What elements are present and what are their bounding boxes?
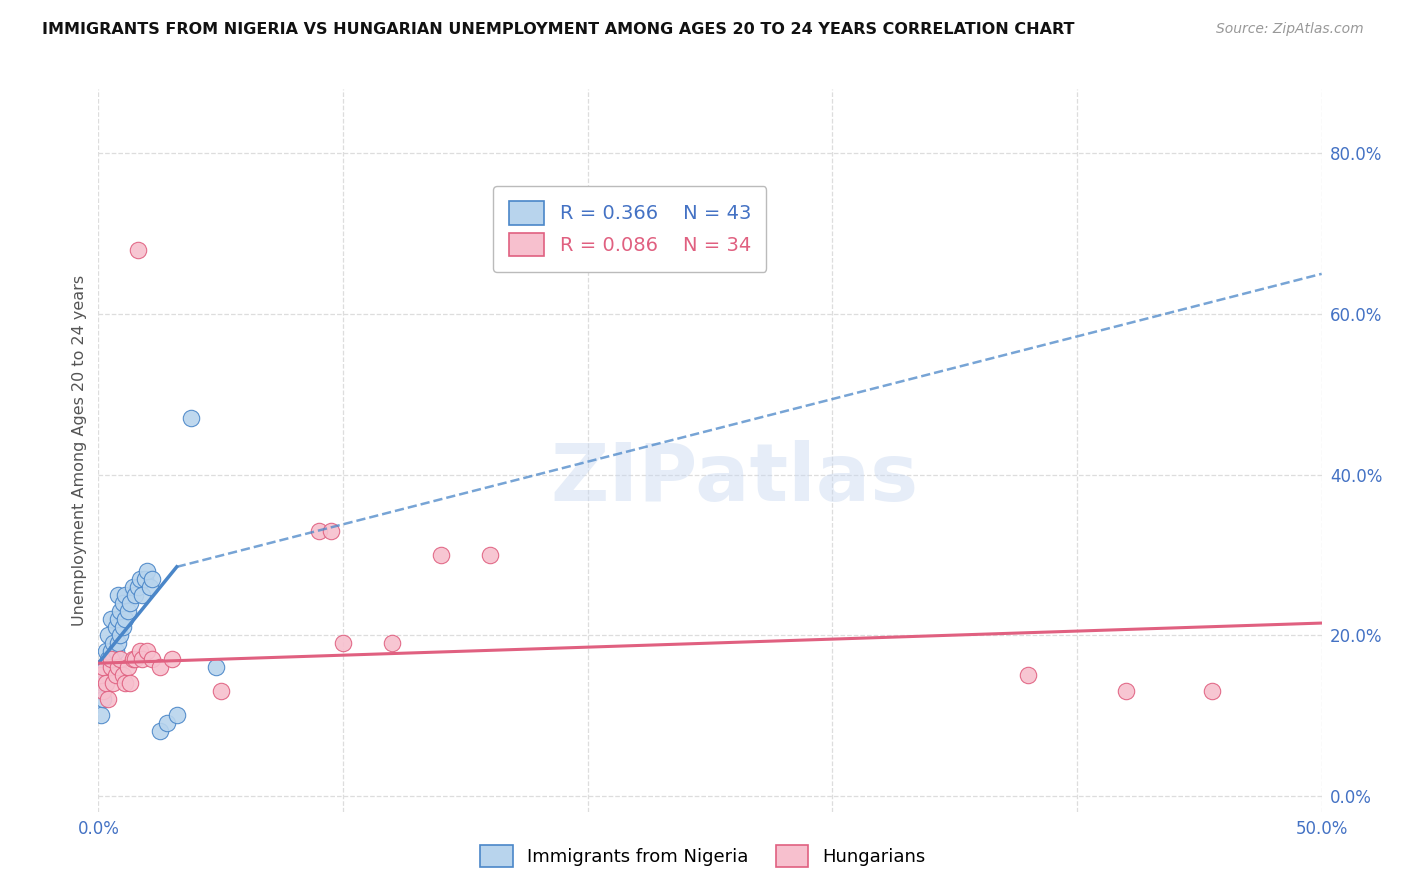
Point — [94, 644, 117, 658]
Point — [107, 660, 129, 674]
Point — [319, 524, 342, 538]
Point — [97, 668, 120, 682]
Point — [100, 612, 122, 626]
Point — [100, 660, 122, 674]
Point — [90, 684, 112, 698]
Point — [149, 724, 172, 739]
Point — [114, 676, 136, 690]
Point — [209, 684, 232, 698]
Point — [308, 524, 330, 538]
Point — [1017, 668, 1039, 682]
Text: Source: ZipAtlas.com: Source: ZipAtlas.com — [1216, 22, 1364, 37]
Point — [141, 572, 163, 586]
Point — [120, 596, 142, 610]
Point — [91, 660, 114, 674]
Point — [121, 652, 143, 666]
Point — [430, 548, 453, 562]
Point — [91, 684, 114, 698]
Point — [100, 652, 122, 666]
Point — [129, 572, 152, 586]
Point — [111, 668, 134, 682]
Point — [124, 652, 146, 666]
Point — [97, 652, 120, 666]
Point — [111, 620, 134, 634]
Point — [332, 636, 354, 650]
Point — [381, 636, 404, 650]
Point — [127, 243, 149, 257]
Point — [90, 668, 112, 682]
Point — [110, 604, 132, 618]
Point — [104, 644, 127, 658]
Point — [97, 692, 120, 706]
Point — [104, 620, 127, 634]
Point — [107, 612, 129, 626]
Point — [97, 628, 120, 642]
Point — [100, 644, 122, 658]
Point — [110, 628, 132, 642]
Y-axis label: Unemployment Among Ages 20 to 24 years: Unemployment Among Ages 20 to 24 years — [72, 275, 87, 626]
Point — [117, 604, 139, 618]
Point — [101, 676, 124, 690]
Point — [100, 660, 122, 674]
Point — [94, 676, 117, 690]
Point — [136, 644, 159, 658]
Point — [139, 580, 162, 594]
Point — [107, 588, 129, 602]
Point — [114, 612, 136, 626]
Point — [131, 588, 153, 602]
Point — [94, 676, 117, 690]
Point — [121, 580, 143, 594]
Point — [166, 708, 188, 723]
Point — [478, 548, 501, 562]
Point — [101, 652, 124, 666]
Point — [134, 572, 156, 586]
Point — [104, 668, 127, 682]
Point — [114, 588, 136, 602]
Point — [180, 411, 202, 425]
Point — [90, 708, 112, 723]
Point — [149, 660, 172, 674]
Point — [1115, 684, 1137, 698]
Point — [127, 580, 149, 594]
Point — [91, 676, 114, 690]
Point — [136, 564, 159, 578]
Point — [101, 636, 124, 650]
Point — [94, 660, 117, 674]
Point — [205, 660, 228, 674]
Point — [141, 652, 163, 666]
Point — [120, 676, 142, 690]
Point — [131, 652, 153, 666]
Point — [111, 596, 134, 610]
Legend: R = 0.366    N = 43, R = 0.086    N = 34: R = 0.366 N = 43, R = 0.086 N = 34 — [494, 186, 766, 272]
Point — [160, 652, 183, 666]
Point — [117, 660, 139, 674]
Point — [110, 652, 132, 666]
Point — [91, 660, 114, 674]
Point — [91, 692, 114, 706]
Legend: Immigrants from Nigeria, Hungarians: Immigrants from Nigeria, Hungarians — [472, 838, 934, 874]
Text: IMMIGRANTS FROM NIGERIA VS HUNGARIAN UNEMPLOYMENT AMONG AGES 20 TO 24 YEARS CORR: IMMIGRANTS FROM NIGERIA VS HUNGARIAN UNE… — [42, 22, 1074, 37]
Point — [107, 636, 129, 650]
Point — [156, 716, 179, 731]
Text: ZIPatlas: ZIPatlas — [550, 441, 918, 518]
Point — [129, 644, 152, 658]
Point — [124, 588, 146, 602]
Point — [1201, 684, 1223, 698]
